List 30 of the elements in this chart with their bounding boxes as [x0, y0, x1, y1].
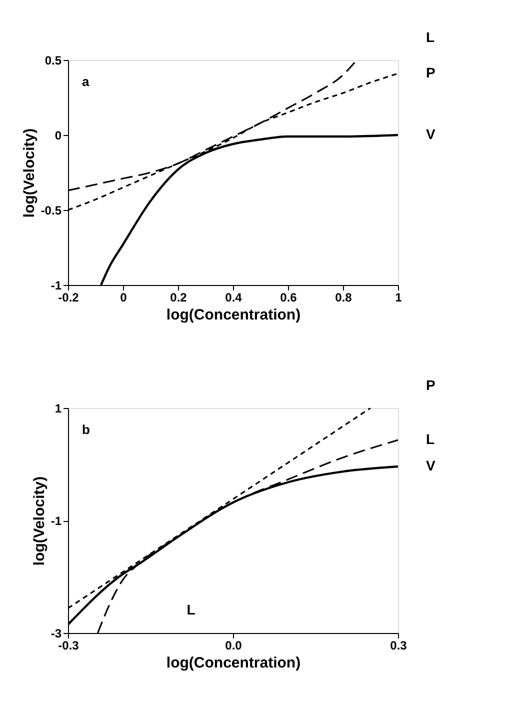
y-tick-label: 0 — [54, 128, 62, 142]
x-tick-label: 0.8 — [335, 290, 352, 304]
x-tick-label: 0.4 — [225, 290, 242, 304]
y-tick-label: 0.5 — [44, 54, 62, 68]
x-tick-label: 0.6 — [280, 290, 298, 304]
y-tick-label: -0.5 — [40, 204, 62, 218]
x-tick-label: 0.3 — [390, 638, 408, 652]
x-tick-label: -0.2 — [58, 290, 80, 304]
y-tick-label: -1 — [50, 278, 62, 292]
annotation: a — [82, 74, 90, 89]
y-tick-label: 1 — [54, 402, 62, 416]
text: L — [426, 431, 435, 448]
y-axis-title: log(Velocity) — [30, 476, 48, 566]
y-tick-label: -1 — [50, 514, 62, 528]
y-tick-label: -3 — [50, 626, 62, 640]
text: V — [426, 126, 436, 142]
x-axis-title: log(Concentration) — [166, 306, 301, 324]
x-axis-title: log(Concentration) — [166, 654, 301, 672]
y-axis-title: log(Velocity) — [20, 128, 38, 218]
x-tick-label: -0.3 — [58, 638, 80, 652]
text: V — [426, 458, 436, 474]
x-tick-label: 0 — [120, 290, 128, 304]
x-tick-label: 0.2 — [170, 290, 188, 304]
x-tick-label: 1 — [395, 290, 402, 304]
text: L — [426, 29, 435, 45]
annotation: L — [186, 602, 196, 618]
text: P — [426, 377, 436, 393]
text: P — [426, 64, 436, 80]
annotation: b — [82, 422, 90, 437]
x-tick-label: 0.0 — [225, 638, 242, 652]
